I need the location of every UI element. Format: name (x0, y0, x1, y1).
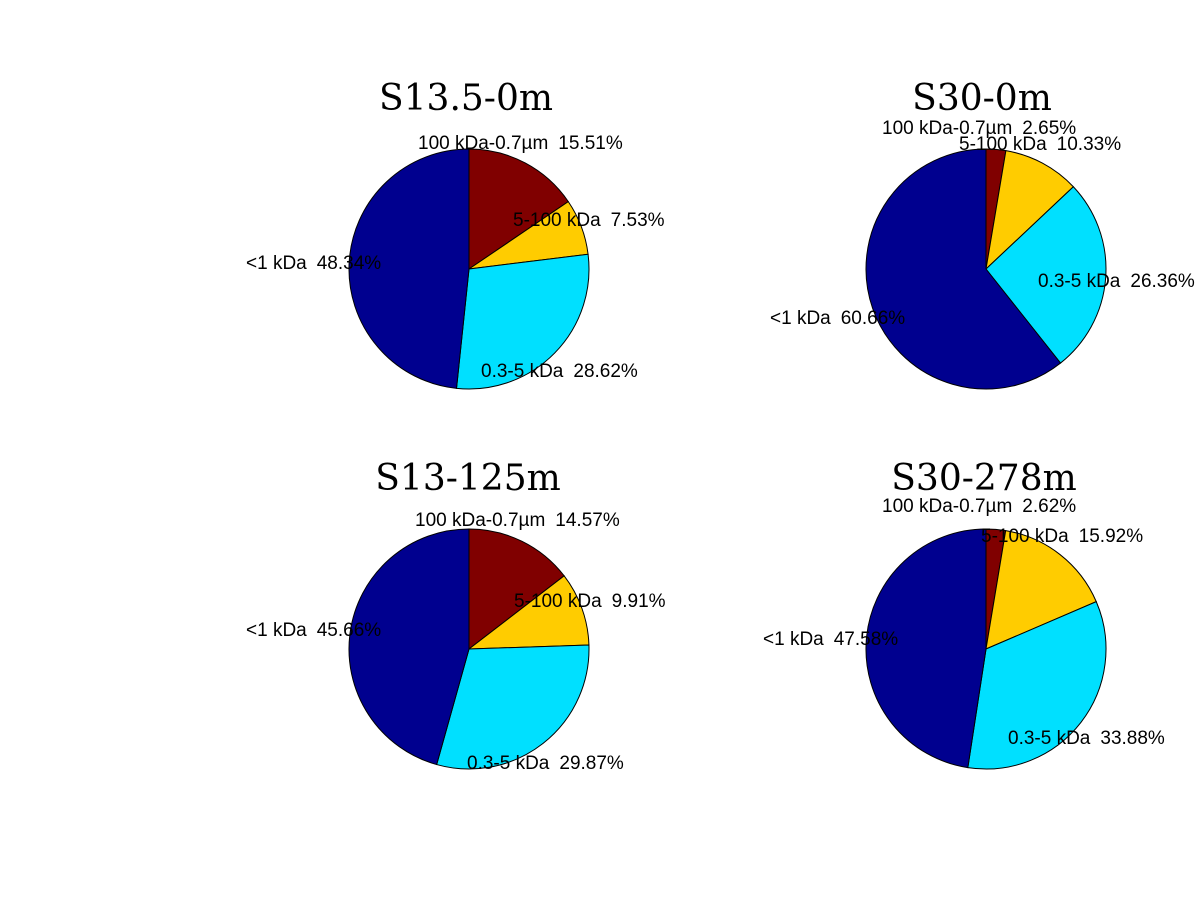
pie-slice-label: 0.3-5 kDa 33.88% (1008, 728, 1165, 749)
pie-slice-label: <1 kDa 47.58% (763, 629, 898, 650)
pie-slice-label: <1 kDa 45.66% (246, 620, 381, 641)
pie-slice-0-3-5-kda (985, 186, 1107, 364)
pie-slice-lt-1-kda (348, 148, 470, 389)
pie-slices-layer (348, 148, 1107, 770)
slice-name: 0.3-5 kDa (467, 753, 550, 774)
slice-percent: 14.57% (555, 510, 620, 531)
pie-title: S30-0m (912, 78, 1052, 119)
slice-name: 100 kDa-0.7µm (882, 496, 1012, 517)
pie-slice-lt-1-kda (348, 528, 470, 766)
pie-slice-label: 5-100 kDa 7.53% (513, 210, 665, 231)
slice-name: <1 kDa (246, 620, 307, 641)
pie-slice-0-3-5-kda (967, 600, 1107, 770)
slice-percent: 60.66% (841, 308, 906, 329)
pie-title: S13.5-0m (379, 78, 553, 119)
slice-percent: 33.88% (1100, 728, 1165, 749)
slice-name: 0.3-5 kDa (481, 361, 564, 382)
slice-percent: 28.62% (573, 361, 638, 382)
pie-slice-100-kda-0-7um (468, 528, 565, 651)
pie-slice-label: 100 kDa-0.7µm 2.65% (882, 118, 1076, 139)
pie-slice-lt-1-kda (865, 148, 1062, 390)
pie-slice-label: 0.3-5 kDa 29.87% (467, 753, 624, 774)
pie-slice-5-100-kda (985, 530, 1097, 650)
slice-name: 5-100 kDa (514, 591, 602, 612)
pie-slice-label: 5-100 kDa 10.33% (959, 134, 1121, 155)
slice-name: <1 kDa (770, 308, 831, 329)
pie-slice-label: 0.3-5 kDa 28.62% (481, 361, 638, 382)
pie-slice-label: <1 kDa 48.34% (246, 253, 381, 274)
pie-slice-100-kda-0-7um (468, 148, 569, 270)
slice-name: 100 kDa-0.7µm (882, 118, 1012, 139)
pie-slice-label: 5-100 kDa 15.92% (981, 526, 1143, 547)
slice-name: 0.3-5 kDa (1008, 728, 1091, 749)
slice-name: 100 kDa-0.7µm (418, 133, 548, 154)
slice-percent: 29.87% (559, 753, 624, 774)
pie-slice-5-100-kda (467, 575, 590, 650)
slice-percent: 45.66% (317, 620, 382, 641)
pie-slice-label: <1 kDa 60.66% (770, 308, 905, 329)
pie-slice-5-100-kda (985, 150, 1075, 271)
pie-title: S30-278m (891, 458, 1076, 499)
slice-name: <1 kDa (763, 629, 824, 650)
slice-percent: 9.91% (612, 591, 666, 612)
slice-percent: 2.62% (1022, 496, 1076, 517)
slice-name: 100 kDa-0.7µm (415, 510, 545, 531)
slice-name: <1 kDa (246, 253, 307, 274)
slice-name: 5-100 kDa (513, 210, 601, 231)
pie-slice-0-3-5-kda (436, 644, 590, 770)
slice-name: 0.3-5 kDa (1038, 271, 1121, 292)
pie-slice-label: 100 kDa-0.7µm 14.57% (415, 510, 620, 531)
pie-slice-label: 0.3-5 kDa 26.36% (1038, 271, 1195, 292)
slice-percent: 26.36% (1130, 271, 1195, 292)
slice-percent: 15.51% (558, 133, 623, 154)
slice-percent: 48.34% (317, 253, 382, 274)
pie-slice-0-3-5-kda (455, 253, 590, 390)
pie-labels-layer: S13.5-0m 100 kDa-0.7µm 15.51% 5-100 kDa 7.53… (246, 78, 1195, 774)
pie-slice-lt-1-kda (865, 528, 987, 769)
slice-name: 5-100 kDa (959, 134, 1047, 155)
pie-slice-label: 100 kDa-0.7µm 2.62% (882, 496, 1076, 517)
slice-percent: 7.53% (611, 210, 665, 231)
slice-percent: 2.65% (1022, 118, 1076, 139)
pie-slice-label: 100 kDa-0.7µm 15.51% (418, 133, 623, 154)
slice-percent: 47.58% (834, 629, 899, 650)
slice-percent: 10.33% (1057, 134, 1122, 155)
slice-name: 5-100 kDa (981, 526, 1069, 547)
pie-slice-label: 5-100 kDa 9.91% (514, 591, 666, 612)
pie-title: S13-125m (375, 458, 560, 499)
slice-percent: 15.92% (1079, 526, 1144, 547)
